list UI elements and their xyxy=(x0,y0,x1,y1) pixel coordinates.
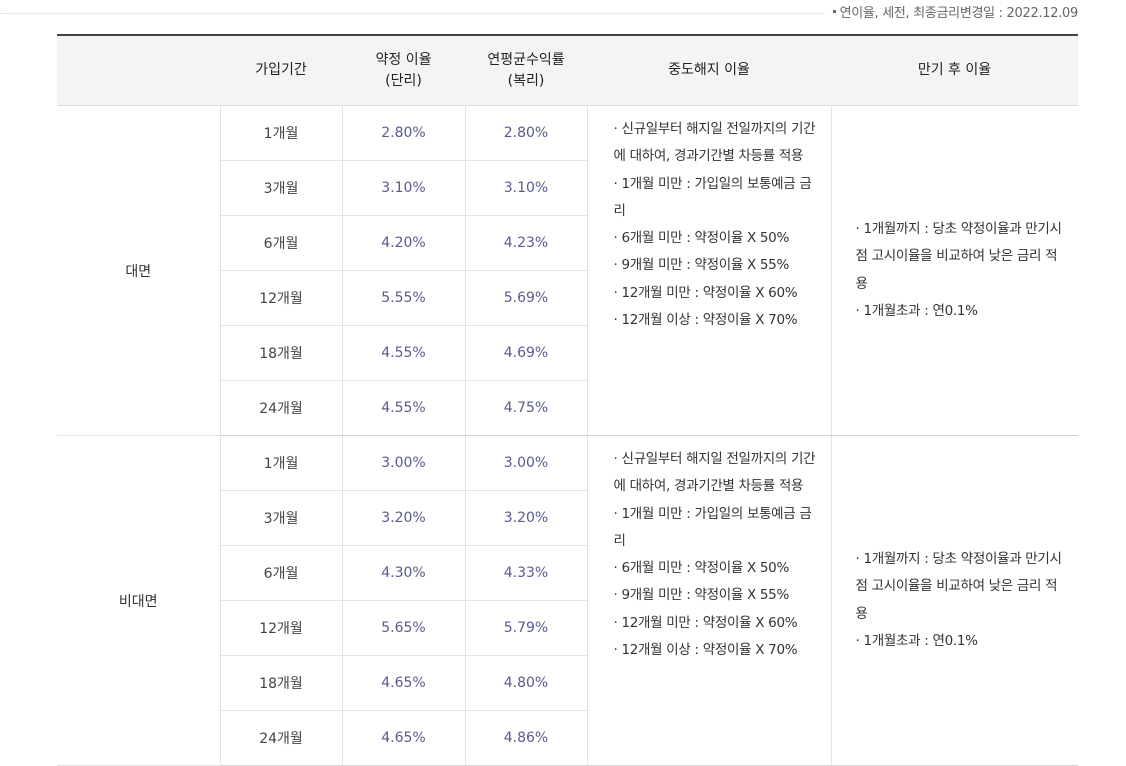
table-row: 24개월 4.65% 4.86% xyxy=(57,710,1078,766)
period-cell: 12개월 xyxy=(219,600,342,656)
header-average-yield: 연평균수익률 (복리) xyxy=(465,35,587,106)
header-contract-rate-line2: (단리) xyxy=(385,72,422,89)
period-cell: 3개월 xyxy=(219,490,342,546)
early-termination-rate-cell: · 신규일부터 해지일 전일까지의 기간에 대하여, 경과기간별 차등률 적용 ·… xyxy=(586,435,831,766)
table-row: 대면 1개월 2.80% 2.80% · 신규일부터 해지일 전일까지의 기간에 대하여… xyxy=(57,105,1078,436)
post-maturity-rule: · 1개월까지 : 당초 약정이율과 만기시점 고시이율을 비교하여 낮은 금리… xyxy=(855,220,1062,292)
average-yield-cell: 5.69% xyxy=(464,270,587,326)
header-average-yield-line1: 연평균수익률 xyxy=(487,51,565,68)
top-dotted-divider xyxy=(0,13,826,14)
average-yield-cell: 3.10% xyxy=(464,160,587,216)
table-row: 6개월 4.30% 4.33% xyxy=(57,545,1078,601)
table-row: 3개월 3.10% 3.10% xyxy=(57,160,1078,216)
average-yield-cell: 4.75% xyxy=(464,380,587,436)
average-yield-cell: 3.20% xyxy=(464,490,587,546)
early-termination-rule: · 12개월 미만 : 약정이율 X 60% xyxy=(613,284,798,301)
period-cell: 24개월 xyxy=(219,380,342,436)
contract-rate-cell: 2.80% xyxy=(341,105,465,161)
table-row: 비대면 1개월 3.00% 3.00% · 신규일부터 해지일 전일까지의 기간에 대하… xyxy=(57,435,1078,766)
table-row: 3개월 3.20% 3.20% xyxy=(57,490,1078,546)
early-termination-rate-cell: · 신규일부터 해지일 전일까지의 기간에 대하여, 경과기간별 차등률 적용 ·… xyxy=(586,105,831,436)
header-early-termination-rate: 중도해지 이율 xyxy=(587,35,831,106)
average-yield-cell: 4.86% xyxy=(464,710,587,766)
average-yield-cell: 4.23% xyxy=(464,215,587,271)
table-row: 6개월 4.20% 4.23% xyxy=(57,215,1078,271)
header-channel xyxy=(57,35,220,106)
contract-rate-cell: 3.00% xyxy=(341,435,465,491)
contract-rate-cell: 4.65% xyxy=(341,710,465,766)
header-period: 가입기간 xyxy=(220,35,342,106)
average-yield-cell: 5.79% xyxy=(464,600,587,656)
average-yield-cell: 4.80% xyxy=(464,655,587,711)
channel-cell: 비대면 xyxy=(57,435,220,766)
header-contract-rate: 약정 이율 (단리) xyxy=(342,35,465,106)
early-termination-rule: · 9개월 미만 : 약정이율 X 55% xyxy=(613,587,790,604)
post-maturity-rule: · 1개월초과 : 연0.1% xyxy=(855,302,979,319)
bullet-icon xyxy=(832,10,836,13)
contract-rate-cell: 5.65% xyxy=(341,600,465,656)
period-cell: 3개월 xyxy=(219,160,342,216)
early-termination-rule: · 1개월 미만 : 가입일의 보통예금 금리 xyxy=(613,505,812,549)
table-row: 18개월 4.55% 4.69% xyxy=(57,325,1078,381)
period-cell: 6개월 xyxy=(219,215,342,271)
contract-rate-cell: 5.55% xyxy=(341,270,465,326)
rate-notice-text: 연이율, 세전, 최종금리변경일 : 2022.12.09 xyxy=(839,6,1079,21)
header-post-maturity-rate: 만기 후 이율 xyxy=(831,35,1078,106)
table-row: 18개월 4.65% 4.80% xyxy=(57,655,1078,711)
period-cell: 1개월 xyxy=(219,435,342,491)
contract-rate-cell: 4.20% xyxy=(341,215,465,271)
average-yield-cell: 4.33% xyxy=(464,545,587,601)
period-cell: 24개월 xyxy=(219,710,342,766)
early-termination-rule: · 신규일부터 해지일 전일까지의 기간에 대하여, 경과기간별 차등률 적용 xyxy=(613,121,816,165)
early-termination-rule: · 1개월 미만 : 가입일의 보통예금 금리 xyxy=(613,175,812,219)
period-cell: 1개월 xyxy=(219,105,342,161)
header-average-yield-line2: (복리) xyxy=(507,72,545,89)
early-termination-rule: · 12개월 미만 : 약정이율 X 60% xyxy=(613,614,798,631)
contract-rate-cell: 4.55% xyxy=(341,325,465,381)
channel-cell: 대면 xyxy=(57,105,220,436)
interest-rate-table: 가입기간 약정 이율 (단리) 연평균수익률 (복리) 중도해지 이율 만기 후… xyxy=(57,34,1078,766)
post-maturity-rule: · 1개월초과 : 연0.1% xyxy=(855,632,979,649)
table-row: 24개월 4.55% 4.75% xyxy=(57,380,1078,436)
contract-rate-cell: 4.65% xyxy=(341,655,465,711)
table-row: 12개월 5.65% 5.79% xyxy=(57,600,1078,656)
average-yield-cell: 4.69% xyxy=(464,325,587,381)
table-row: 12개월 5.55% 5.69% xyxy=(57,270,1078,326)
header-contract-rate-line1: 약정 이율 xyxy=(375,51,432,68)
table-body: 대면 1개월 2.80% 2.80% · 신규일부터 해지일 전일까지의 기간에 대하여… xyxy=(57,105,1078,766)
rate-notice: 연이율, 세전, 최종금리변경일 : 2022.12.09 xyxy=(832,2,1079,21)
period-cell: 18개월 xyxy=(219,655,342,711)
period-cell: 6개월 xyxy=(219,545,342,601)
average-yield-cell: 2.80% xyxy=(464,105,587,161)
table-header-row: 가입기간 약정 이율 (단리) 연평균수익률 (복리) 중도해지 이율 만기 후… xyxy=(57,35,1078,106)
contract-rate-cell: 3.10% xyxy=(341,160,465,216)
early-termination-rule: · 신규일부터 해지일 전일까지의 기간에 대하여, 경과기간별 차등률 적용 xyxy=(613,451,816,495)
post-maturity-rate-cell: · 1개월까지 : 당초 약정이율과 만기시점 고시이율을 비교하여 낮은 금리… xyxy=(830,105,1078,436)
period-cell: 12개월 xyxy=(219,270,342,326)
contract-rate-cell: 4.30% xyxy=(341,545,465,601)
period-cell: 18개월 xyxy=(219,325,342,381)
early-termination-rule: · 6개월 미만 : 약정이율 X 50% xyxy=(613,230,790,247)
early-termination-rule: · 12개월 이상 : 약정이율 X 70% xyxy=(613,312,798,329)
early-termination-rule: · 12개월 이상 : 약정이율 X 70% xyxy=(613,642,798,659)
contract-rate-cell: 3.20% xyxy=(341,490,465,546)
contract-rate-cell: 4.55% xyxy=(341,380,465,436)
average-yield-cell: 3.00% xyxy=(464,435,587,491)
post-maturity-rate-cell: · 1개월까지 : 당초 약정이율과 만기시점 고시이율을 비교하여 낮은 금리… xyxy=(830,435,1078,766)
early-termination-rule: · 9개월 미만 : 약정이율 X 55% xyxy=(613,257,790,274)
post-maturity-rule: · 1개월까지 : 당초 약정이율과 만기시점 고시이율을 비교하여 낮은 금리… xyxy=(855,550,1062,622)
early-termination-rule: · 6개월 미만 : 약정이율 X 50% xyxy=(613,560,790,577)
